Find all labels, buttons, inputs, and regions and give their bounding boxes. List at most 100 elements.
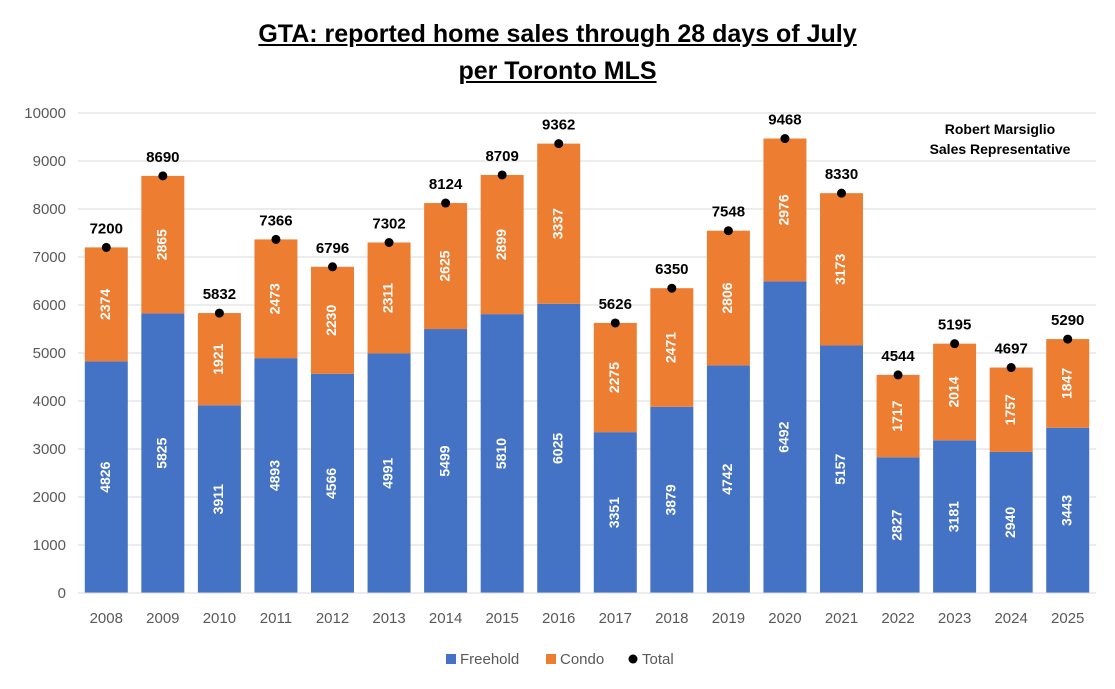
bar-condo: [480, 174, 524, 315]
bar-condo: [84, 247, 128, 362]
total-marker: [723, 226, 733, 236]
data-label-total: 4544: [881, 348, 915, 365]
x-tick-label: 2024: [994, 610, 1027, 627]
bar-condo: [424, 203, 468, 330]
annotation-role: Sales Representative: [929, 141, 1071, 157]
y-tick-label: 6000: [33, 297, 66, 314]
data-label-freehold: 2827: [889, 509, 905, 540]
data-label-total: 5290: [1051, 312, 1084, 329]
bar-condo: [989, 367, 1033, 452]
data-label-total: 8330: [825, 166, 858, 183]
bar-freehold: [593, 432, 637, 593]
bar-condo: [1046, 339, 1090, 428]
data-label-condo: 2230: [323, 305, 339, 336]
data-label-condo: 1717: [889, 400, 905, 431]
legend-swatch-condo: [546, 654, 556, 664]
total-marker: [441, 198, 451, 208]
data-label-freehold: 4826: [97, 461, 113, 492]
bar-freehold: [480, 314, 524, 593]
data-label-freehold: 3351: [606, 497, 622, 528]
data-label-total: 5626: [599, 296, 632, 313]
bar-condo: [593, 322, 637, 433]
x-tick-label: 2014: [429, 610, 462, 627]
bar-condo: [706, 230, 750, 366]
y-tick-label: 10000: [24, 105, 66, 122]
bar-freehold: [989, 451, 1033, 593]
data-label-total: 6796: [316, 240, 349, 257]
x-tick-label: 2012: [316, 610, 349, 627]
chart-title-line-1: GTA: reported home sales through 28 days…: [258, 20, 857, 48]
bar-condo: [933, 343, 977, 441]
data-label-total: 7548: [712, 204, 745, 221]
bar-condo: [311, 266, 354, 374]
y-tick-label: 3000: [33, 441, 66, 458]
data-label-freehold: 3443: [1058, 495, 1074, 526]
data-label-condo: 1921: [210, 343, 226, 374]
total-marker: [610, 318, 620, 328]
data-label-freehold: 4893: [267, 460, 283, 491]
x-tick-label: 2013: [372, 610, 405, 627]
x-tick-label: 2018: [655, 610, 688, 627]
bar-freehold: [254, 358, 298, 593]
total-marker: [893, 370, 903, 380]
data-label-total: 7366: [259, 212, 292, 229]
total-marker: [101, 242, 111, 252]
bar-freehold: [706, 365, 750, 593]
data-label-condo: 2976: [776, 194, 792, 225]
x-tick-label: 2023: [938, 610, 971, 627]
bar-condo: [876, 374, 920, 458]
data-label-condo: 1757: [1002, 394, 1018, 425]
chart-title-line-2: per Toronto MLS: [458, 57, 657, 85]
data-label-total: 9362: [542, 117, 575, 134]
x-tick-label: 2019: [712, 610, 745, 627]
total-marker: [328, 262, 337, 272]
bar-condo: [537, 143, 581, 304]
data-label-condo: 2806: [719, 282, 735, 313]
data-label-condo: 2275: [606, 362, 622, 393]
bar-condo: [254, 239, 298, 359]
data-label-total: 5195: [938, 317, 971, 334]
y-tick-label: 5000: [33, 345, 66, 362]
total-marker: [837, 188, 846, 198]
y-tick-label: 8000: [33, 201, 66, 218]
data-label-condo: 2374: [97, 289, 113, 320]
y-tick-label: 7000: [33, 249, 66, 266]
legend-label-condo: Condo: [560, 651, 604, 668]
data-label-total: 5832: [203, 286, 236, 303]
total-marker: [271, 234, 281, 244]
bar-freehold: [141, 313, 185, 593]
bar-freehold: [367, 353, 411, 593]
bar-freehold: [820, 345, 863, 593]
bar-freehold: [311, 373, 354, 593]
x-tick-label: 2015: [485, 610, 518, 627]
data-label-freehold: 4566: [323, 468, 339, 499]
data-label-total: 8709: [485, 148, 518, 165]
data-label-condo: 2865: [154, 229, 170, 260]
bar-freehold: [424, 329, 468, 593]
data-label-total: 6350: [655, 261, 688, 278]
x-tick-label: 2021: [825, 610, 858, 627]
data-label-freehold: 6025: [549, 433, 565, 464]
data-label-freehold: 2940: [1002, 507, 1018, 538]
bar-condo: [141, 175, 185, 314]
total-marker: [158, 171, 168, 181]
total-marker: [1006, 363, 1016, 373]
data-label-freehold: 5157: [832, 453, 848, 484]
bar-freehold: [933, 440, 977, 593]
bar-freehold: [537, 303, 581, 593]
data-label-total: 7302: [372, 216, 405, 233]
data-label-condo: 2899: [493, 229, 509, 260]
y-tick-label: 4000: [33, 393, 66, 410]
x-tick-label: 2011: [260, 610, 292, 627]
bar-freehold: [84, 361, 128, 593]
bar-freehold: [197, 405, 241, 593]
annotation-name: Robert Marsiglio: [944, 121, 1056, 137]
data-label-freehold: 3911: [210, 484, 226, 515]
data-label-freehold: 5810: [493, 438, 509, 469]
total-marker: [214, 308, 224, 318]
data-label-condo: 2625: [436, 250, 452, 281]
total-marker: [384, 238, 394, 248]
data-label-freehold: 4742: [719, 463, 735, 494]
data-label-condo: 1847: [1058, 368, 1074, 399]
